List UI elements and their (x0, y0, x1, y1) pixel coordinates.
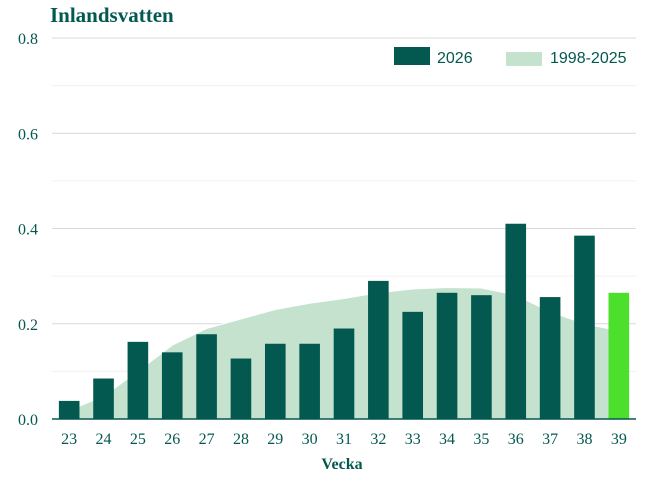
bar-week-35 (471, 295, 492, 419)
bars (58, 223, 630, 419)
y-tick-label: 0.0 (18, 412, 38, 429)
bar-week-23 (58, 400, 80, 419)
bar-week-34 (436, 292, 458, 419)
x-tick-label: 34 (439, 431, 455, 448)
x-tick-label: 27 (199, 431, 215, 448)
x-tick-label: 38 (576, 431, 592, 448)
bar-week-37 (539, 297, 561, 419)
bar-week-29 (264, 343, 286, 419)
legend-swatch-1998-2025 (506, 52, 542, 66)
legend-label-2026: 2026 (437, 50, 473, 67)
y-tick-label: 0.8 (18, 31, 38, 48)
bar-week-30 (299, 343, 320, 419)
bar-week-25 (127, 341, 149, 419)
x-tick-label: 30 (302, 431, 318, 448)
bar-week-33 (402, 311, 424, 419)
x-tick-label: 32 (370, 431, 386, 448)
bar-week-26 (161, 352, 183, 419)
bar-week-38 (574, 235, 595, 419)
x-tick-label: 24 (96, 431, 112, 448)
y-axis-ticks: 0.0 0.2 0.4 0.6 0.8 (18, 31, 38, 429)
x-tick-label: 36 (508, 431, 524, 448)
legend-label-1998-2025: 1998-2025 (550, 50, 627, 67)
x-tick-label: 39 (611, 431, 627, 448)
bar-week-24 (93, 378, 114, 419)
gridlines (52, 37, 636, 372)
area-line-1998-2025 (68, 287, 619, 411)
bar-week-39 (608, 292, 630, 419)
legend-swatch-2026 (394, 47, 430, 65)
y-tick-label: 0.6 (18, 126, 38, 143)
x-tick-label: 25 (130, 431, 146, 448)
bar-week-31 (333, 328, 355, 419)
x-tick-label: 33 (405, 431, 421, 448)
y-tick-label: 0.4 (18, 222, 38, 239)
x-tick-label: 26 (164, 431, 180, 448)
x-axis-ticks: 23 24 25 26 27 28 29 30 31 32 33 34 35 36 37 38 39 (61, 431, 627, 448)
x-tick-label: 23 (61, 431, 77, 448)
y-tick-label: 0.2 (18, 317, 38, 334)
x-tick-label: 37 (542, 431, 558, 448)
legend: 2026 1998-2025 (394, 47, 627, 67)
x-axis-label: Vecka (321, 456, 362, 473)
bar-week-27 (196, 334, 217, 419)
x-tick-label: 28 (233, 431, 249, 448)
bar-week-36 (505, 223, 527, 419)
x-tick-label: 31 (336, 431, 352, 448)
bar-week-32 (368, 280, 389, 419)
chart-title: Inlandsvatten (50, 3, 174, 27)
x-tick-label: 29 (267, 431, 283, 448)
bar-week-28 (230, 358, 252, 419)
x-tick-label: 35 (473, 431, 489, 448)
